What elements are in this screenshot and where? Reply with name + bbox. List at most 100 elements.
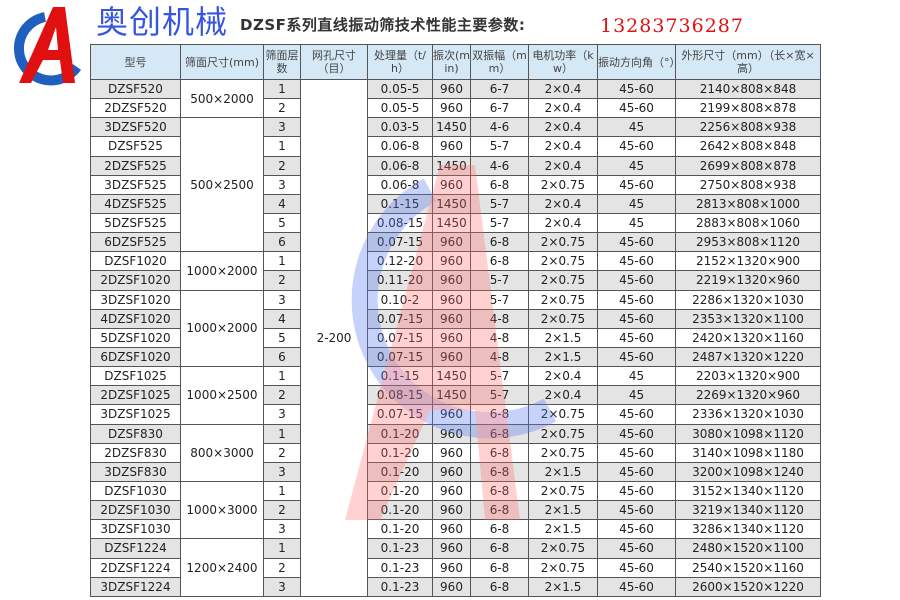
column-header: 筛面层数 <box>263 44 301 80</box>
table-cell: 0.1-15 <box>367 193 433 214</box>
table-cell: 0.06-8 <box>367 155 433 176</box>
table-cell: 3DZSF525 <box>90 174 181 195</box>
table-cell: 2 <box>263 270 301 291</box>
table-cell: 2 <box>263 98 301 119</box>
table-cell: 0.10-2 <box>367 289 433 310</box>
table-cell: 2152×1320×900 <box>675 251 821 272</box>
table-cell: 0.1-20 <box>367 423 433 444</box>
table-cell: 960 <box>432 232 471 253</box>
table-cell: 4DZSF1020 <box>90 308 181 329</box>
table-cell: 45-60 <box>597 519 676 540</box>
page-title: DZSF系列直线振动筛技术性能主要参数: <box>240 16 526 34</box>
table-cell: 960 <box>432 576 471 597</box>
screen-size-cell: 1200×2400 <box>180 538 264 597</box>
table-cell: 5DZSF1020 <box>90 327 181 348</box>
table-cell: 3DZSF520 <box>90 117 181 138</box>
spec-table: 型号 筛面尺寸(mm) 筛面层数 网孔尺寸（目） 处理量（t/h） 振次(min) 双振幅（… <box>90 44 821 597</box>
table-cell: 0.07-15 <box>367 232 433 253</box>
table-row: 3DZSF520 500×2500 3 0.03-5 1450 4-6 2×0.4 45 225… <box>90 117 821 253</box>
table-cell: 2×0.4 <box>528 366 598 387</box>
table-cell: 3152×1340×1120 <box>675 480 821 502</box>
table-cell: 1450 <box>432 212 471 234</box>
table-cell: 6-8 <box>470 232 529 253</box>
table-row: DZSF1224 1200×2400 1 0.1-23 960 6-8 2×0.75 45-6… <box>90 538 821 597</box>
table-cell: 45 <box>597 366 676 387</box>
table-cell: 960 <box>432 136 471 157</box>
table-cell: 45-60 <box>597 174 676 195</box>
table-row: 2DZSF830 2 0.1-20 960 6-8 2×0.75 45-60 3140×109… <box>90 442 821 463</box>
table-cell: 960 <box>432 461 471 482</box>
table-cell: 0.1-15 <box>367 366 433 387</box>
table-cell: 45-60 <box>597 308 676 329</box>
table-row: 3DZSF1030 3 0.1-20 960 6-8 2×1.5 45-60 3286×134… <box>90 519 821 540</box>
table-cell: 2×0.75 <box>528 174 598 195</box>
table-cell: 2DZSF1030 <box>90 500 181 521</box>
table-cell: 2×1.5 <box>528 461 598 482</box>
table-row: 2DZSF1224 2 0.1-23 960 6-8 2×0.75 45-60 2540×15… <box>90 557 821 578</box>
table-cell: 1450 <box>432 366 471 387</box>
table-cell: 6 <box>263 232 301 253</box>
column-header: 处理量（t/h） <box>367 44 433 80</box>
table-cell: 4-6 <box>470 117 529 138</box>
screen-size-cell: 1000×2000 <box>180 251 264 291</box>
table-cell: 2×0.75 <box>528 289 598 310</box>
table-cell: 0.1-23 <box>367 538 433 559</box>
table-cell: 45-60 <box>597 98 676 119</box>
table-cell: 5-7 <box>470 385 529 406</box>
table-cell: DZSF830 <box>90 423 181 444</box>
table-row: DZSF1030 1000×3000 1 0.1-20 960 6-8 2×0.75 45-6… <box>90 480 821 540</box>
table-cell: 3 <box>263 174 301 195</box>
table-cell: 2×0.75 <box>528 404 598 425</box>
column-header: 筛面尺寸(mm) <box>180 44 264 80</box>
table-cell: 3140×1098×1180 <box>675 442 821 463</box>
table-cell: 2×1.5 <box>528 519 598 540</box>
table-cell: 45-60 <box>597 442 676 463</box>
table-cell: 5 <box>263 212 301 234</box>
table-cell: 5-7 <box>470 289 529 310</box>
table-cell: 2219×1320×960 <box>675 270 821 291</box>
table-cell: 4-8 <box>470 327 529 348</box>
table-cell: 960 <box>432 174 471 195</box>
table-cell: 45-60 <box>597 78 676 100</box>
table-cell: 2203×1320×900 <box>675 366 821 387</box>
table-cell: 3200×1098×1240 <box>675 461 821 482</box>
column-header: 外形尺寸（mm）（长×宽×高） <box>675 44 821 80</box>
table-cell: 45-60 <box>597 270 676 291</box>
table-cell: 4-6 <box>470 155 529 176</box>
column-header: 振次(min) <box>432 44 471 80</box>
table-cell: 0.11-20 <box>367 270 433 291</box>
table-cell: 0.07-15 <box>367 327 433 348</box>
table-cell: 2×0.4 <box>528 78 598 100</box>
table-cell: 2×0.75 <box>528 308 598 329</box>
table-cell: 960 <box>432 480 471 502</box>
table-cell: 2×0.75 <box>528 538 598 559</box>
table-cell: 6-8 <box>470 423 529 444</box>
table-cell: 6-8 <box>470 500 529 521</box>
table-cell: DZSF520 <box>90 78 181 100</box>
table-cell: 4 <box>263 308 301 329</box>
table-cell: 960 <box>432 519 471 540</box>
table-cell: DZSF1030 <box>90 480 181 502</box>
table-cell: 0.05-5 <box>367 98 433 119</box>
logo-icon <box>13 7 82 86</box>
table-row: 5DZSF1020 5 0.07-15 960 4-8 2×1.5 45-60 2420×13… <box>90 327 821 348</box>
table-cell: 0.05-5 <box>367 78 433 100</box>
table-cell: 45-60 <box>597 327 676 348</box>
table-cell: 45 <box>597 212 676 234</box>
table-cell: 6-7 <box>470 78 529 100</box>
screen-size-cell: 1000×2500 <box>180 366 264 425</box>
screen-size-cell: 500×2000 <box>180 78 264 119</box>
table-cell: 0.1-23 <box>367 557 433 578</box>
table-cell: 1 <box>263 538 301 559</box>
table-cell: 2×0.4 <box>528 98 598 119</box>
table-cell: 960 <box>432 538 471 559</box>
table-cell: 2DZSF1020 <box>90 270 181 291</box>
table-cell: 2953×808×1120 <box>675 232 821 253</box>
table-cell: 0.07-15 <box>367 308 433 329</box>
table-cell: 0.12-20 <box>367 251 433 272</box>
table-cell: 960 <box>432 442 471 463</box>
table-cell: 2×0.75 <box>528 270 598 291</box>
table-cell: 0.08-15 <box>367 212 433 234</box>
table-cell: DZSF1224 <box>90 538 181 559</box>
table-cell: 2×0.75 <box>528 251 598 272</box>
